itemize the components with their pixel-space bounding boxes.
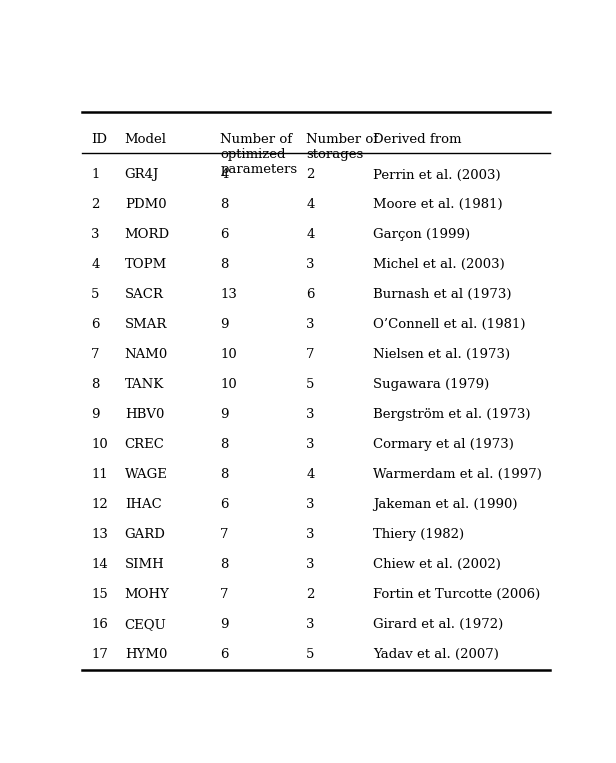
Text: 4: 4	[221, 169, 229, 182]
Text: 8: 8	[221, 438, 229, 451]
Text: Cormary et al (1973): Cormary et al (1973)	[373, 438, 514, 451]
Text: Perrin et al. (2003): Perrin et al. (2003)	[373, 169, 501, 182]
Text: 6: 6	[221, 648, 229, 661]
Text: 7: 7	[221, 588, 229, 601]
Text: 4: 4	[91, 259, 100, 272]
Text: 4: 4	[306, 228, 315, 241]
Text: 7: 7	[91, 348, 100, 361]
Text: 3: 3	[306, 259, 315, 272]
Text: 15: 15	[91, 588, 108, 601]
Text: GARD: GARD	[125, 528, 166, 541]
Text: 5: 5	[91, 288, 100, 301]
Text: HYM0: HYM0	[125, 648, 167, 661]
Text: 3: 3	[306, 318, 315, 331]
Text: Garçon (1999): Garçon (1999)	[373, 228, 470, 241]
Text: 3: 3	[306, 528, 315, 541]
Text: 8: 8	[221, 558, 229, 571]
Text: 5: 5	[306, 648, 315, 661]
Text: 9: 9	[221, 408, 229, 421]
Text: Jakeman et al. (1990): Jakeman et al. (1990)	[373, 498, 517, 511]
Text: IHAC: IHAC	[125, 498, 161, 511]
Text: Nielsen et al. (1973): Nielsen et al. (1973)	[373, 348, 510, 361]
Text: 3: 3	[306, 618, 315, 631]
Text: 7: 7	[306, 348, 315, 361]
Text: 9: 9	[91, 408, 100, 421]
Text: 4: 4	[306, 198, 315, 211]
Text: 7: 7	[221, 528, 229, 541]
Text: Model: Model	[125, 133, 167, 146]
Text: 3: 3	[91, 228, 100, 241]
Text: Girard et al. (1972): Girard et al. (1972)	[373, 618, 503, 631]
Text: SIMH: SIMH	[125, 558, 164, 571]
Text: Fortin et Turcotte (2006): Fortin et Turcotte (2006)	[373, 588, 540, 601]
Text: 10: 10	[221, 378, 237, 391]
Text: Number of
storages: Number of storages	[306, 133, 378, 161]
Text: 4: 4	[306, 468, 315, 481]
Text: MOHY: MOHY	[125, 588, 169, 601]
Text: CEQU: CEQU	[125, 618, 166, 631]
Text: PDM0: PDM0	[125, 198, 166, 211]
Text: WAGE: WAGE	[125, 468, 168, 481]
Text: 8: 8	[221, 468, 229, 481]
Text: 16: 16	[91, 618, 108, 631]
Text: 17: 17	[91, 648, 108, 661]
Text: 3: 3	[306, 438, 315, 451]
Text: 12: 12	[91, 498, 108, 511]
Text: SACR: SACR	[125, 288, 164, 301]
Text: 8: 8	[221, 259, 229, 272]
Text: Burnash et al (1973): Burnash et al (1973)	[373, 288, 511, 301]
Text: Thiery (1982): Thiery (1982)	[373, 528, 464, 541]
Text: 14: 14	[91, 558, 108, 571]
Text: SMAR: SMAR	[125, 318, 167, 331]
Text: 11: 11	[91, 468, 108, 481]
Text: Derived from: Derived from	[373, 133, 461, 146]
Text: Number of
optimized
parameters: Number of optimized parameters	[221, 133, 298, 175]
Text: 6: 6	[221, 228, 229, 241]
Text: 1: 1	[91, 169, 100, 182]
Text: NAM0: NAM0	[125, 348, 168, 361]
Text: 10: 10	[221, 348, 237, 361]
Text: 2: 2	[306, 588, 315, 601]
Text: MORD: MORD	[125, 228, 170, 241]
Text: Chiew et al. (2002): Chiew et al. (2002)	[373, 558, 501, 571]
Text: 5: 5	[306, 378, 315, 391]
Text: ID: ID	[91, 133, 107, 146]
Text: 6: 6	[91, 318, 100, 331]
Text: 6: 6	[221, 498, 229, 511]
Text: Sugawara (1979): Sugawara (1979)	[373, 378, 489, 391]
Text: 2: 2	[91, 198, 100, 211]
Text: GR4J: GR4J	[125, 169, 159, 182]
Text: O’Connell et al. (1981): O’Connell et al. (1981)	[373, 318, 525, 331]
Text: 6: 6	[306, 288, 315, 301]
Text: 9: 9	[221, 618, 229, 631]
Text: Michel et al. (2003): Michel et al. (2003)	[373, 259, 505, 272]
Text: 8: 8	[91, 378, 100, 391]
Text: HBV0: HBV0	[125, 408, 164, 421]
Text: 13: 13	[91, 528, 108, 541]
Text: TANK: TANK	[125, 378, 164, 391]
Text: 3: 3	[306, 558, 315, 571]
Text: Moore et al. (1981): Moore et al. (1981)	[373, 198, 503, 211]
Text: TOPM: TOPM	[125, 259, 167, 272]
Text: Yadav et al. (2007): Yadav et al. (2007)	[373, 648, 499, 661]
Text: 3: 3	[306, 498, 315, 511]
Text: 13: 13	[221, 288, 237, 301]
Text: 9: 9	[221, 318, 229, 331]
Text: CREC: CREC	[125, 438, 164, 451]
Text: 8: 8	[221, 198, 229, 211]
Text: Bergström et al. (1973): Bergström et al. (1973)	[373, 408, 530, 421]
Text: 3: 3	[306, 408, 315, 421]
Text: Warmerdam et al. (1997): Warmerdam et al. (1997)	[373, 468, 542, 481]
Text: 2: 2	[306, 169, 315, 182]
Text: 10: 10	[91, 438, 108, 451]
